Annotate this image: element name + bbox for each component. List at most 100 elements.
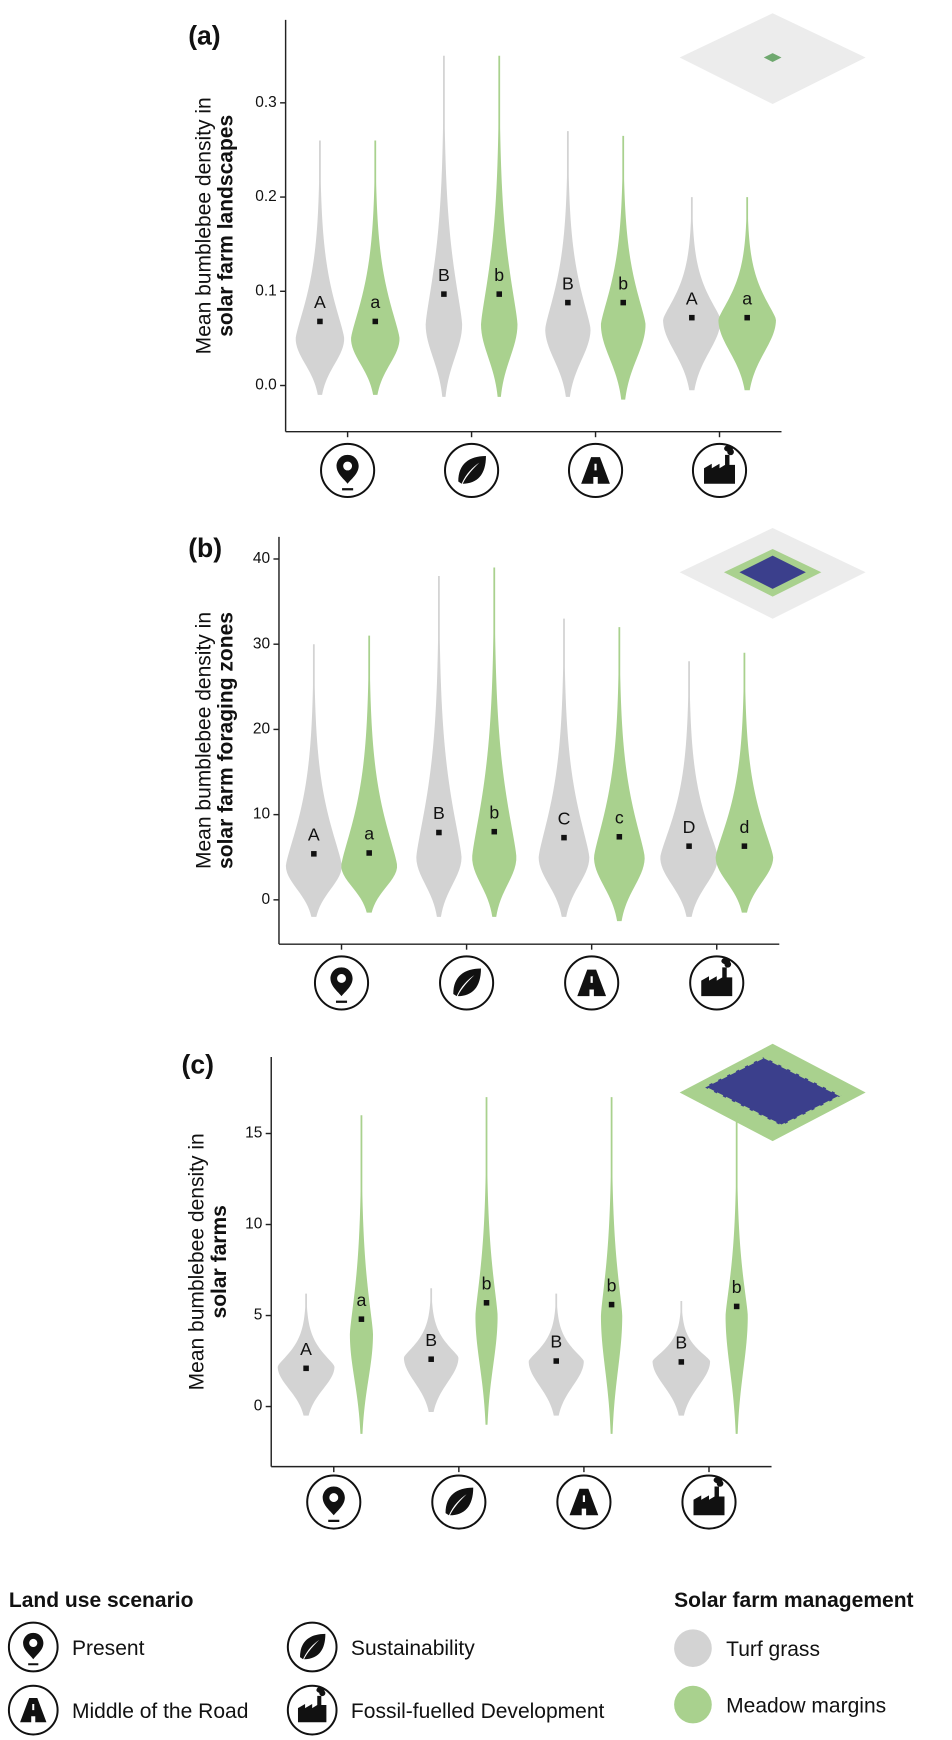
group-letter: A xyxy=(314,292,326,312)
icon-shape xyxy=(577,969,607,997)
y-tick-label: 30 xyxy=(253,635,270,652)
violin xyxy=(349,1115,374,1434)
violin xyxy=(295,140,345,395)
icon-glyph xyxy=(23,1632,44,1666)
violin xyxy=(652,1300,711,1416)
group-letter: a xyxy=(364,824,374,844)
legend-swatch xyxy=(674,1685,712,1724)
icon-glyph xyxy=(453,968,481,997)
icon-glyph xyxy=(20,1697,47,1723)
scenario-icon xyxy=(691,442,748,498)
scenario-icon xyxy=(320,442,376,498)
icon-glyph xyxy=(704,445,736,484)
scenario-icon xyxy=(306,1474,362,1530)
mean-point xyxy=(620,299,626,306)
icon-shape xyxy=(300,1633,326,1660)
scenario-icon xyxy=(681,1474,737,1530)
legend-label: Turf grass xyxy=(726,1638,820,1661)
mean-point xyxy=(565,299,571,306)
mean-point xyxy=(678,1359,685,1365)
legend-label: Middle of the Road xyxy=(72,1700,248,1723)
mean-point xyxy=(372,318,379,325)
group-letter: B xyxy=(550,1332,562,1352)
mean-point xyxy=(608,1301,615,1308)
violin xyxy=(663,197,721,391)
mean-point xyxy=(428,1356,434,1362)
legend-label: Meadow margins xyxy=(726,1694,886,1717)
scenario-icon xyxy=(556,1474,612,1530)
group-letter: A xyxy=(308,825,320,845)
y-tick-label: 20 xyxy=(253,721,270,738)
icon-glyph xyxy=(693,1476,725,1516)
group-letter: C xyxy=(558,808,571,828)
scenario-icon xyxy=(564,955,620,1011)
icon-ring xyxy=(439,955,495,1011)
group-letter: B xyxy=(433,803,445,823)
y-tick-label: 0.3 xyxy=(255,94,277,111)
group-letter: a xyxy=(742,288,752,308)
violin xyxy=(715,652,774,913)
group-letter: b xyxy=(494,265,504,285)
mean-point xyxy=(553,1358,560,1364)
mean-point xyxy=(491,828,498,835)
legend-label: Sustainability xyxy=(351,1637,475,1660)
panel-label: (a) xyxy=(188,20,220,50)
icon-shape xyxy=(20,1697,47,1723)
icon-shape xyxy=(330,967,353,1003)
mean-point xyxy=(744,314,750,321)
mean-point xyxy=(686,843,692,849)
y-tick-label: 0.0 xyxy=(255,377,277,394)
violin xyxy=(481,55,518,397)
y-axis-label: solar farm landscapes xyxy=(214,115,237,337)
violin xyxy=(416,576,462,917)
icon-shape xyxy=(23,1632,44,1666)
y-tick-label: 5 xyxy=(254,1307,263,1324)
icon-glyph xyxy=(458,456,486,484)
y-tick-label: 0.2 xyxy=(255,188,277,205)
scenario-icon xyxy=(689,955,745,1011)
mean-point xyxy=(317,318,323,325)
icon-shape xyxy=(458,456,486,484)
violin xyxy=(594,627,645,922)
y-tick-label: 0.1 xyxy=(255,282,277,299)
mean-point xyxy=(561,834,567,841)
y-axis-label: Mean bumblebee density in xyxy=(186,1133,209,1390)
icon-ring xyxy=(431,1474,487,1530)
legend-title: Land use scenario xyxy=(9,1589,194,1612)
icon-glyph xyxy=(581,457,610,484)
y-tick-label: 15 xyxy=(245,1125,262,1142)
icon-shape xyxy=(569,1488,599,1516)
legend-label: Present xyxy=(72,1637,145,1660)
icon-glyph xyxy=(336,454,359,491)
violin xyxy=(718,197,776,391)
mean-point xyxy=(441,291,447,297)
icon-glyph xyxy=(577,969,607,997)
scenario-icon xyxy=(444,442,500,498)
legend-swatch xyxy=(674,1629,712,1667)
scenario-icon xyxy=(286,1621,338,1673)
scenario-icon xyxy=(439,955,495,1011)
icon-glyph xyxy=(445,1487,474,1516)
group-letter: B xyxy=(425,1330,437,1350)
icon-shape xyxy=(453,968,481,997)
panel-label: (b) xyxy=(188,533,222,563)
icon-glyph xyxy=(701,957,733,997)
icon-shape xyxy=(693,1476,725,1516)
icon-shape xyxy=(322,1486,345,1522)
mean-point xyxy=(436,829,442,836)
icon-shape xyxy=(445,1487,474,1516)
group-letter: A xyxy=(300,1339,312,1359)
icon-shape xyxy=(704,445,736,484)
scenario-icon xyxy=(7,1621,59,1673)
violin xyxy=(285,644,342,917)
mean-point xyxy=(616,834,623,840)
icon-ring xyxy=(444,442,500,498)
legend-label: Fossil-fuelled Development xyxy=(351,1700,605,1723)
legend-title: Solar farm management xyxy=(674,1589,913,1612)
icon-shape xyxy=(581,457,610,484)
group-letter: c xyxy=(615,808,624,828)
group-letter: b xyxy=(618,273,628,293)
violin xyxy=(660,661,718,917)
mean-point xyxy=(496,291,503,297)
group-letter: d xyxy=(739,817,749,837)
